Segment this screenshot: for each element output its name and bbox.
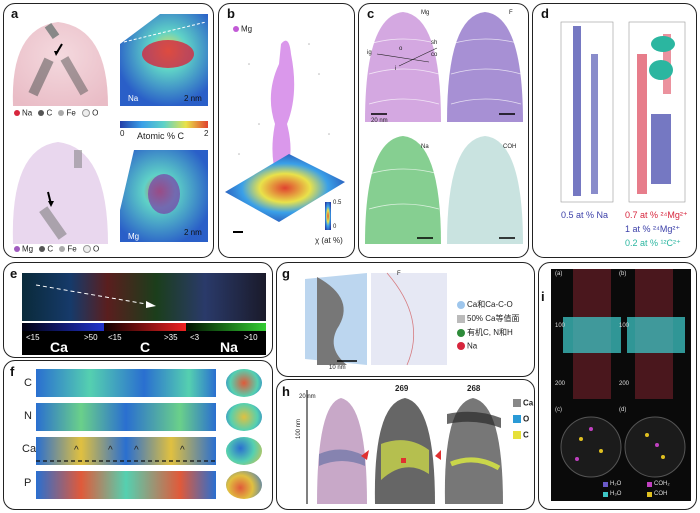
na-map-label: Na: [128, 94, 139, 103]
colorbar-title: Atomic % C: [137, 131, 185, 141]
panel-f: f C N Ca P ^ ^ ^ ^: [3, 360, 273, 510]
reconstruction-g: [305, 272, 447, 366]
panel-g: g F 10 nm Ca和Ca-C-O 50% Ca等值面 有机C, N和H N…: [276, 262, 535, 377]
legend-top: Na C Fe O: [10, 108, 98, 117]
reconstruction-h: [306, 390, 503, 504]
apt-tip-bottom: [12, 142, 108, 244]
panel-b: b Mg 0.5 0 χ (at %): [218, 3, 355, 258]
panel-i: i (a) (b) (c) (d) 100 200 100 200 H₂O CO…: [538, 262, 697, 510]
panel-c: c Mg F Na COH ig o sh co i 20 nm: [358, 3, 529, 258]
mg-map: [120, 150, 208, 242]
rgb-map: [22, 273, 266, 321]
atom-columns: [560, 21, 686, 203]
panel-h: h 20 nm 100 nm 269 268 Ca O C: [276, 379, 535, 510]
tomography-grid: [365, 12, 523, 244]
na-map: [120, 14, 208, 106]
apt-tip-top: [12, 22, 108, 106]
panel-a: a Na C Fe O Na 2 nm 0 2 Atomic % C Mg C …: [3, 3, 214, 258]
scale-bottom: 2 nm: [184, 228, 202, 237]
panel-d: d 0.5 at % Na 0.7 at % ²⁴Mg²⁺ 1 at % ²⁴M…: [532, 3, 697, 258]
scale-top: 2 nm: [184, 94, 202, 103]
mg-isosurface: [225, 40, 345, 233]
panel-e: e <15 >50 <15 >35 <3 >10 Ca C Na: [3, 262, 273, 358]
colorbar-c: [120, 121, 208, 128]
panel-a-label: a: [11, 6, 19, 21]
legend-bottom: Mg C Fe O: [10, 244, 99, 253]
mg-map-label: Mg: [128, 232, 140, 241]
